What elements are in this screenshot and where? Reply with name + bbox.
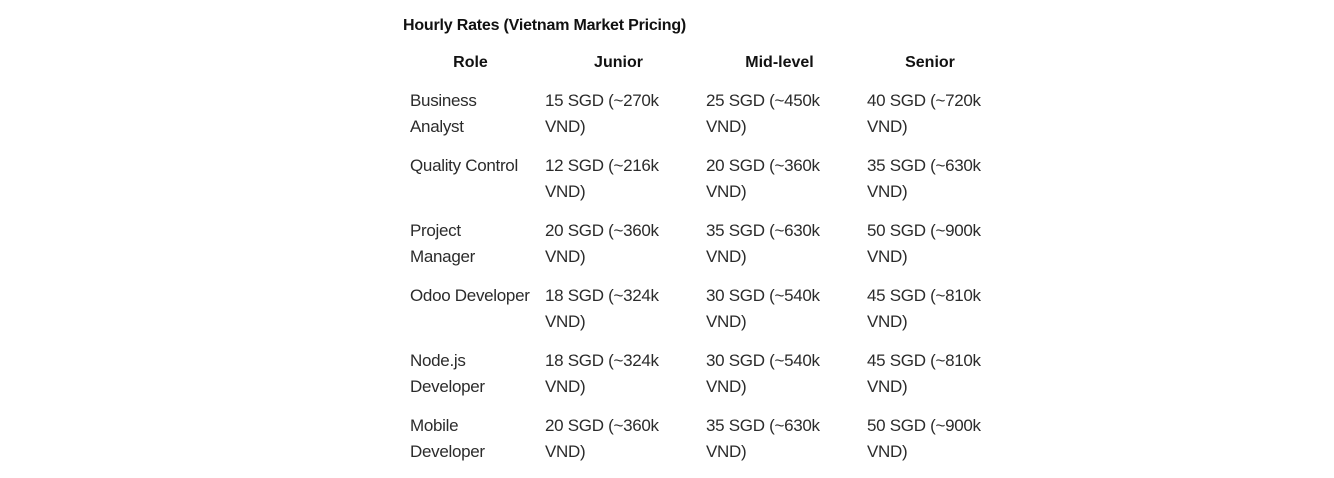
table-row: Project Manager 20 SGD (~360k VND) 35 SG… xyxy=(403,218,1000,283)
table-row: Node.js Developer 18 SGD (~324k VND) 30 … xyxy=(403,348,1000,413)
senior-rate: 50 SGD (~900k VND) xyxy=(867,416,981,461)
senior-rate: 50 SGD (~900k VND) xyxy=(867,221,981,266)
junior-rate: 12 SGD (~216k VND) xyxy=(545,156,659,201)
rates-section: Hourly Rates (Vietnam Market Pricing) Ro… xyxy=(403,14,1003,478)
table-row: Quality Control 12 SGD (~216k VND) 20 SG… xyxy=(403,153,1000,218)
header-senior: Senior xyxy=(905,54,955,71)
table-row: Business Analyst 15 SGD (~270k VND) 25 S… xyxy=(403,88,1000,153)
junior-rate: 18 SGD (~324k VND) xyxy=(545,351,659,396)
hourly-rates-table: Role Junior Mid-level Senior Business An… xyxy=(403,50,1000,478)
table-header-row: Role Junior Mid-level Senior xyxy=(403,50,1000,88)
senior-rate: 40 SGD (~720k VND) xyxy=(867,91,981,136)
mid-level-rate: 30 SGD (~540k VND) xyxy=(706,286,820,331)
mid-level-rate: 20 SGD (~360k VND) xyxy=(706,156,820,201)
junior-rate: 20 SGD (~360k VND) xyxy=(545,221,659,266)
mid-level-rate: 35 SGD (~630k VND) xyxy=(706,221,820,266)
senior-rate: 35 SGD (~630k VND) xyxy=(867,156,981,201)
role-cell: Odoo Developer xyxy=(410,286,530,305)
senior-rate: 45 SGD (~810k VND) xyxy=(867,351,981,396)
mid-level-rate: 30 SGD (~540k VND) xyxy=(706,351,820,396)
role-cell: Mobile Developer xyxy=(410,416,485,461)
section-title: Hourly Rates (Vietnam Market Pricing) xyxy=(403,17,687,34)
role-cell: Node.js Developer xyxy=(410,351,485,396)
junior-rate: 15 SGD (~270k VND) xyxy=(545,91,659,136)
table-row: Mobile Developer 20 SGD (~360k VND) 35 S… xyxy=(403,413,1000,478)
header-mid-level: Mid-level xyxy=(745,54,814,71)
mid-level-rate: 35 SGD (~630k VND) xyxy=(706,416,820,461)
senior-rate: 45 SGD (~810k VND) xyxy=(867,286,981,331)
header-junior: Junior xyxy=(594,54,643,71)
role-cell: Quality Control xyxy=(410,156,518,175)
header-role: Role xyxy=(453,54,488,71)
table-row: Odoo Developer 18 SGD (~324k VND) 30 SGD… xyxy=(403,283,1000,348)
role-cell: Business Analyst xyxy=(410,91,477,136)
mid-level-rate: 25 SGD (~450k VND) xyxy=(706,91,820,136)
role-cell: Project Manager xyxy=(410,221,475,266)
junior-rate: 20 SGD (~360k VND) xyxy=(545,416,659,461)
junior-rate: 18 SGD (~324k VND) xyxy=(545,286,659,331)
